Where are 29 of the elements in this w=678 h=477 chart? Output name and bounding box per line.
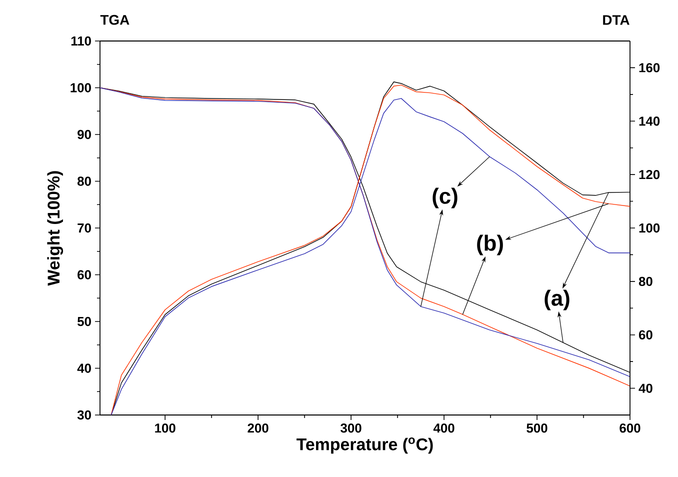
y-tick-label: 70 [78,223,91,233]
x-tick-label: 300 [340,424,362,433]
y2-tick-label: 160 [639,63,660,72]
x-axis-title: Temperature ($^{o}$C) [296,438,433,454]
y-tick-label: 110 [71,36,91,46]
annotation: (c) [432,188,458,208]
x-tick-label: 600 [620,424,640,433]
y2-tick-label: 80 [638,276,652,286]
x-tick-label: 100 [155,424,176,433]
x-tick-label: 400 [433,424,454,433]
x-tick-label: 200 [248,424,268,433]
annotation: (b) [477,234,503,256]
y2-tick-label: 140 [639,116,660,126]
y-tick-label: 80 [78,176,91,186]
y-tick-label: 30 [77,410,91,420]
y2-tick-label: 100 [639,223,660,233]
y-axis-title: Weight (100%) [47,171,64,286]
annotation: (a) [544,290,570,310]
y-tick-label: 50 [78,316,91,326]
y2-tick-label: 40 [638,384,652,393]
x-tick-label: 500 [526,424,548,433]
y2-tick-label: 120 [639,170,660,180]
y-tick-label: 90 [78,130,91,140]
text: TGA [100,14,130,25]
y2-tick-label: 60 [638,330,652,340]
y-tick-label: 60 [78,270,91,280]
y-tick-label: 40 [77,364,91,373]
y-tick-label: 100 [70,83,91,92]
text: DTA [603,15,630,25]
